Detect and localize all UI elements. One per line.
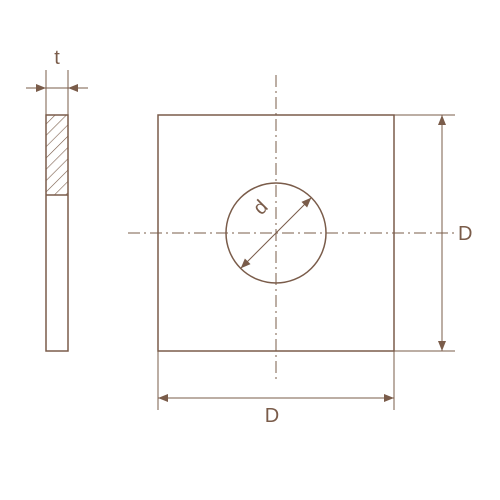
- svg-text:t: t: [54, 47, 60, 69]
- svg-text:D: D: [458, 223, 472, 245]
- side-view: [46, 115, 68, 351]
- svg-text:d: d: [249, 196, 272, 219]
- svg-text:D: D: [265, 405, 279, 427]
